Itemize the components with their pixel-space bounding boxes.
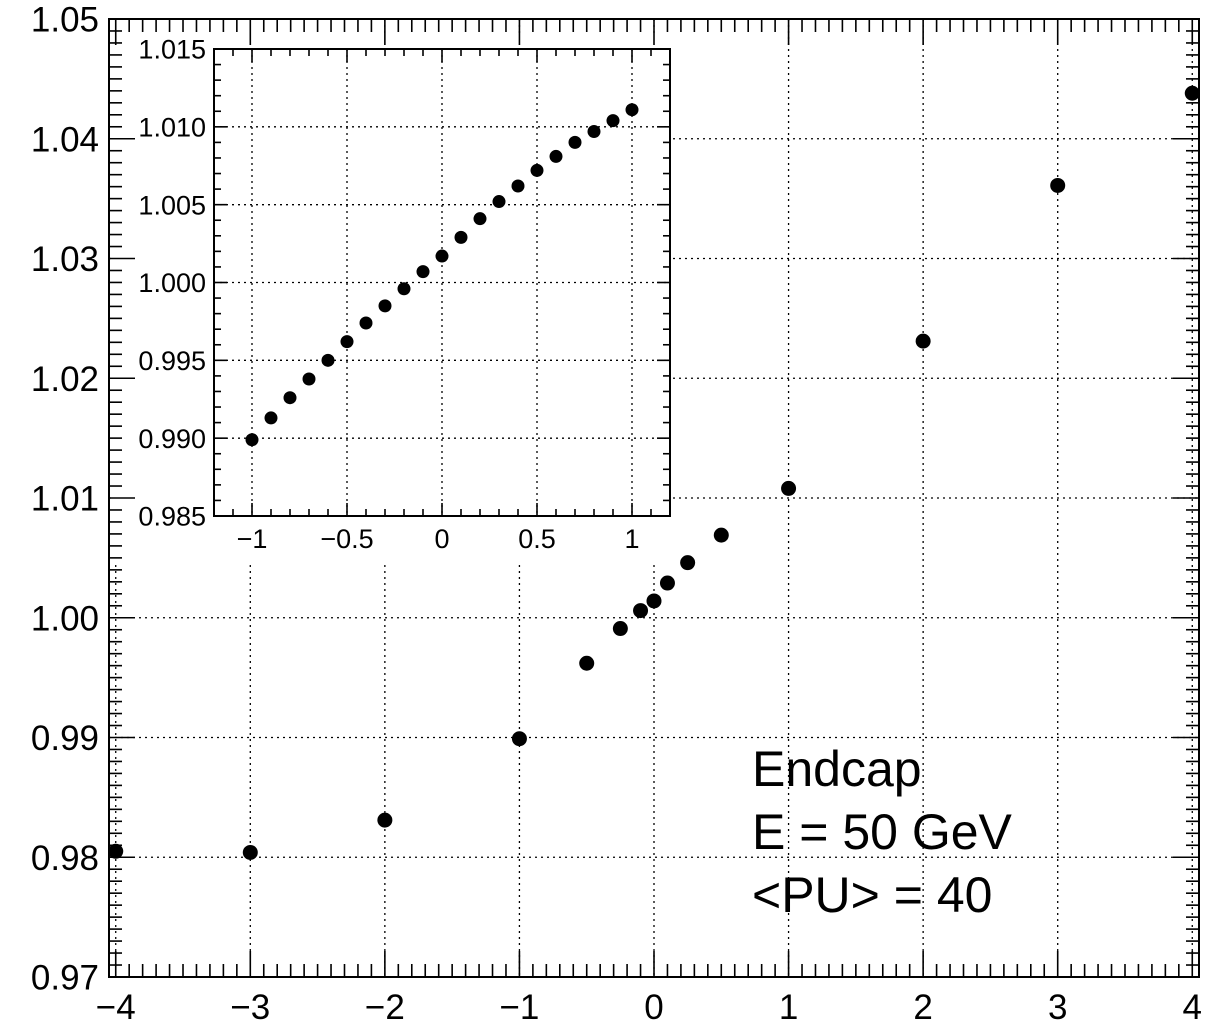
inset-data-point (397, 282, 411, 296)
inset-data-point (625, 103, 639, 117)
inset-data-point (264, 411, 278, 425)
inset-data-points (245, 103, 639, 447)
main-data-point (915, 333, 931, 349)
main-data-point (579, 655, 595, 671)
inset-data-point (378, 299, 392, 313)
main-data-point (242, 844, 258, 860)
main-data-point (713, 527, 729, 543)
inset-ytick-label: 1.000 (138, 268, 206, 298)
main-xtick-label: −3 (230, 988, 270, 1021)
inset-data-point (340, 335, 354, 349)
main-axis-ticks (109, 18, 1199, 978)
main-data-point (108, 843, 124, 859)
main-ytick-label: 1.03 (31, 240, 99, 279)
inset-data-point (359, 316, 373, 330)
inset-ytick-label: 1.010 (138, 113, 206, 143)
main-data-point (1184, 85, 1200, 101)
inset-panel-background (114, 35, 672, 564)
main-data-point (659, 575, 675, 591)
annotation-region: Endcap (752, 741, 922, 797)
inset-data-point (511, 179, 525, 193)
inset-data-point (492, 195, 506, 209)
inset-data-point (473, 212, 487, 226)
main-data-point (680, 555, 696, 571)
inset-ytick-label: 0.990 (138, 424, 206, 454)
annotation-energy: E = 50 GeV (752, 804, 1013, 860)
inset-data-point (416, 265, 430, 279)
inset-data-point (587, 125, 601, 139)
main-xtick-label: 0 (644, 988, 663, 1021)
main-data-point (781, 480, 797, 496)
inset-data-point (530, 163, 544, 177)
main-data-point (377, 812, 393, 828)
inset-data-point (568, 135, 582, 149)
inset-xtick-label: 1 (624, 524, 639, 554)
main-ytick-label: 1.01 (31, 480, 99, 519)
inset-ytick-label: 1.005 (138, 190, 206, 220)
inset-data-point (245, 433, 259, 447)
annotation-pileup: <PU> = 40 (752, 867, 992, 923)
inset-data-point (321, 353, 335, 367)
inset-data-point (549, 149, 563, 163)
main-data-point (646, 593, 662, 609)
inset-xtick-label: −1 (237, 524, 268, 554)
annotation-block: Endcap E = 50 GeV <PU> = 40 (752, 741, 1013, 923)
inset-ytick-label: 1.015 (138, 35, 206, 65)
main-tick-labels: −4 −3 −2 −1 0 1 2 3 4 0.97 0.98 0.99 1.00 1.01 1.02 1.0… (31, 1, 1202, 1021)
main-xtick-label: 3 (1048, 988, 1067, 1021)
main-ytick-label: 1.04 (31, 120, 99, 159)
main-ytick-label: 0.98 (31, 839, 99, 878)
inset-ytick-label: 0.985 (138, 502, 206, 532)
main-ytick-label: 1.02 (31, 360, 99, 399)
inset-xtick-label: −0.5 (320, 524, 373, 554)
main-data-point (1050, 177, 1066, 193)
main-ytick-label: 1.05 (31, 1, 99, 40)
main-xtick-label: −2 (365, 988, 405, 1021)
inset-ytick-label: 0.995 (138, 346, 206, 376)
main-xtick-label: 4 (1183, 988, 1202, 1021)
main-data-points (108, 85, 1200, 860)
main-data-point (612, 621, 628, 637)
inset-data-point (454, 230, 468, 244)
inset-data-point (283, 391, 297, 405)
main-xtick-label: 2 (913, 988, 932, 1021)
main-data-point (511, 731, 527, 747)
main-xtick-label: −4 (96, 988, 136, 1021)
main-xtick-label: −1 (499, 988, 539, 1021)
main-ytick-label: 0.99 (31, 719, 99, 758)
main-xtick-label: 1 (779, 988, 798, 1021)
main-plot-frame (108, 18, 1200, 978)
inset-plot-frame (213, 48, 671, 517)
inset-data-point (302, 372, 316, 386)
inset-xtick-label: 0.5 (518, 524, 556, 554)
main-data-point (633, 603, 649, 619)
inset-data-point (435, 249, 449, 263)
inset-tick-labels: −1 −0.5 0 0.5 1 0.985 0.990 0.995 1.000 1.005 1.01… (138, 35, 639, 554)
main-ytick-label: 0.97 (31, 959, 99, 998)
main-ytick-label: 1.00 (31, 599, 99, 638)
inset-data-point (606, 114, 620, 128)
inset-xtick-label: 0 (434, 524, 449, 554)
